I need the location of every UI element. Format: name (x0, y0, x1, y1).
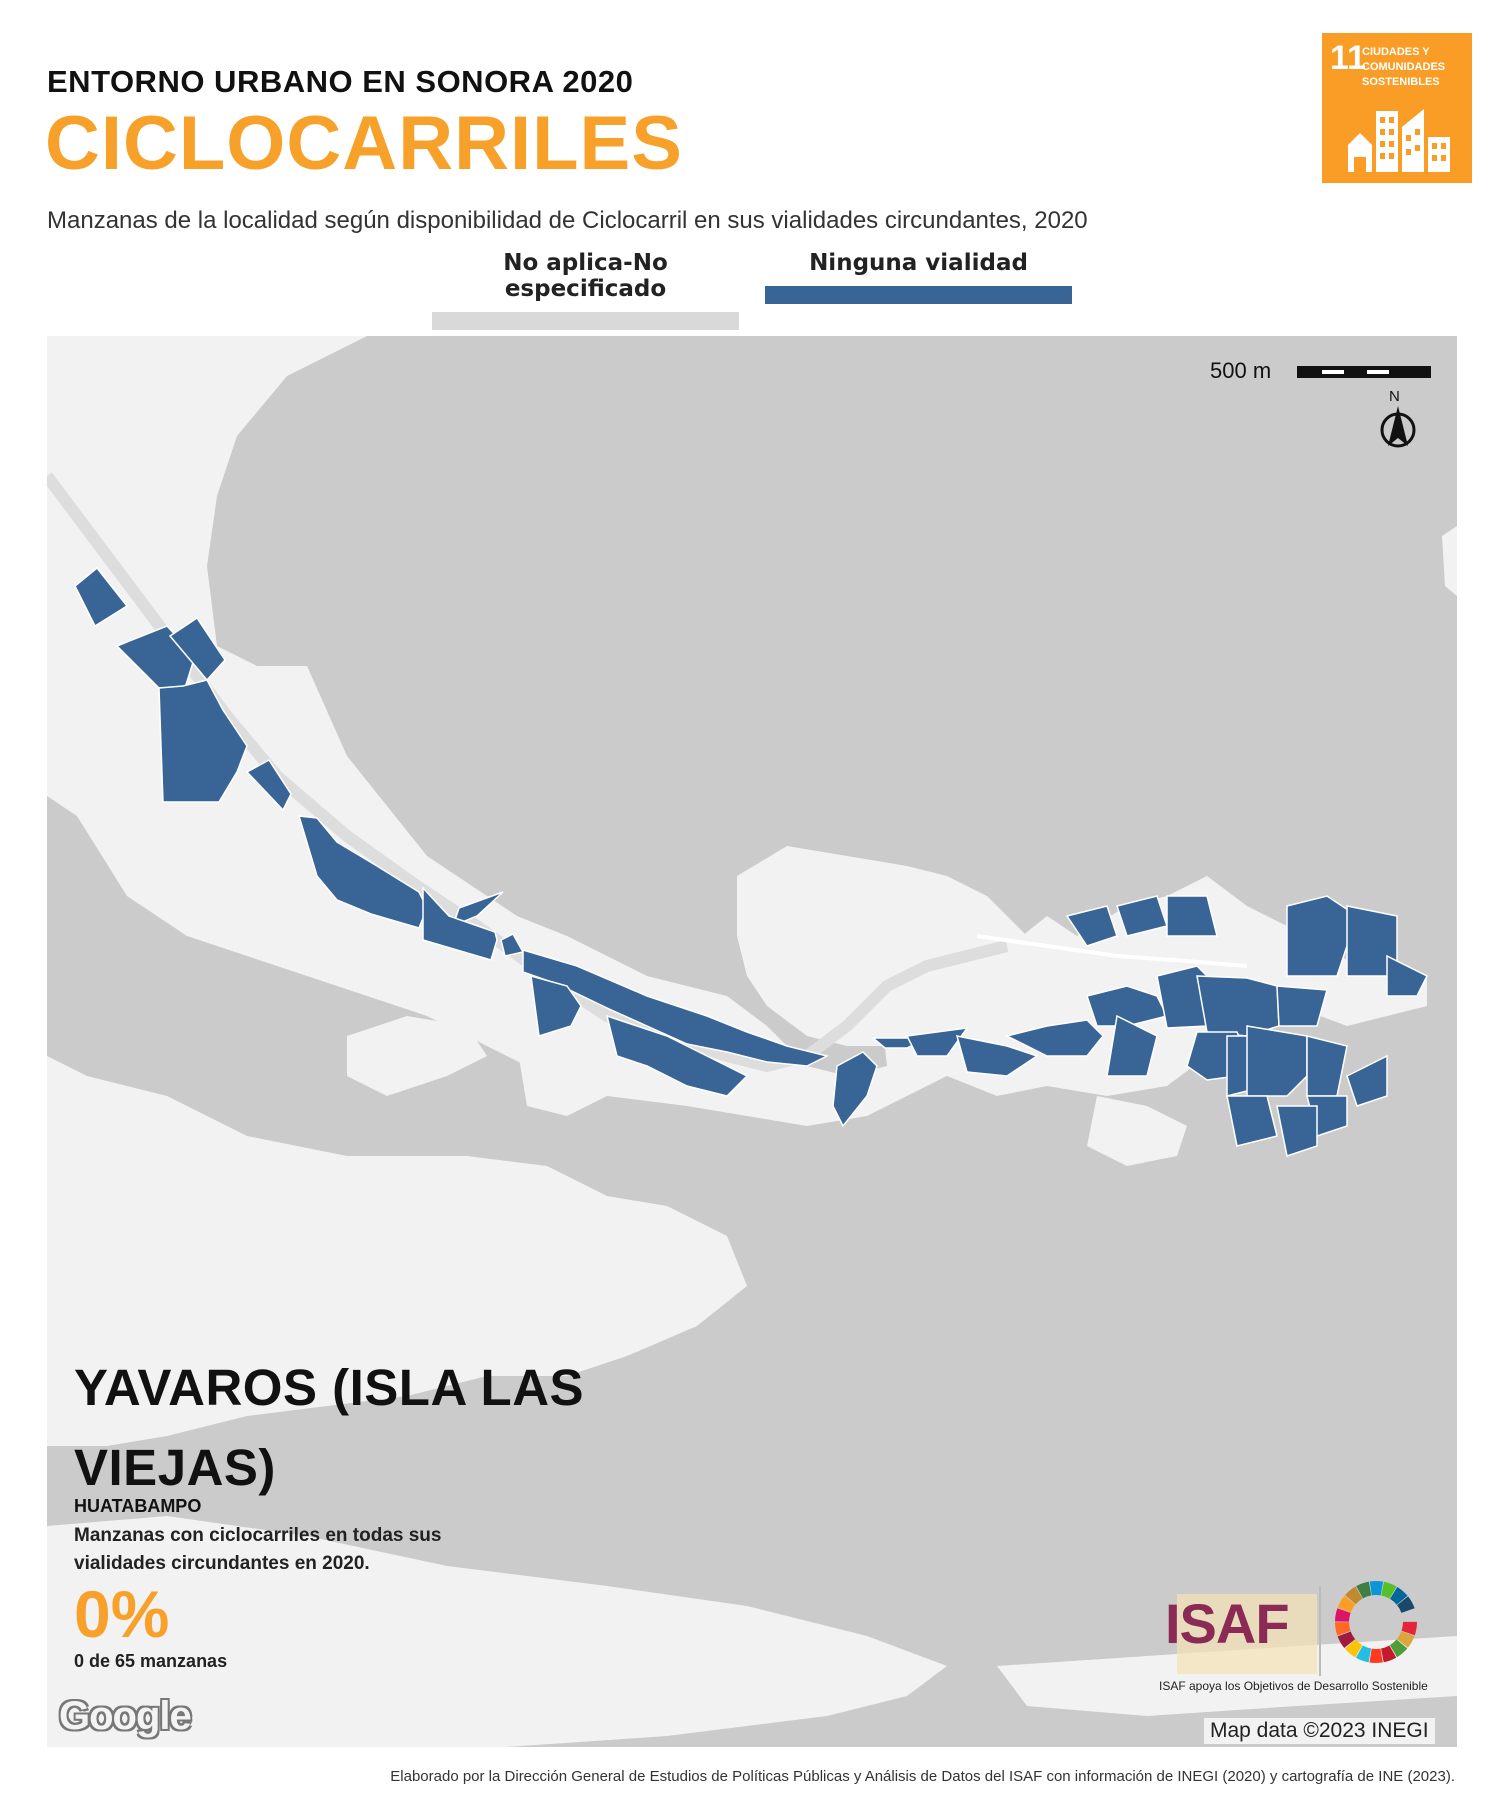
footer-credit: Elaborado por la Dirección General de Es… (390, 1768, 1455, 1785)
north-label: N (1389, 388, 1400, 405)
locality-name: YAVAROS (ISLA LAS VIEJAS) (74, 1359, 585, 1496)
sdg-wheel-icon (1335, 1581, 1417, 1663)
legend-label-ninguna: Ninguna vialidad (809, 250, 1028, 276)
indicator-value: 0% (74, 1577, 170, 1651)
sdg-number: 11 (1330, 39, 1366, 77)
legend-item-ninguna: Ninguna vialidad (765, 250, 1072, 304)
land-areas (47, 336, 1457, 1747)
logo-divider (1319, 1586, 1321, 1676)
municipality-name: HUATABAMPO (74, 1496, 202, 1516)
sonora-shape-icon (1177, 1594, 1317, 1674)
scale-label: 500 m (1210, 358, 1272, 383)
map-subtitle: Manzanas de la localidad según disponibi… (47, 207, 1088, 234)
indicator-description: Manzanas con ciclocarriles en todas sus … (74, 1525, 442, 1574)
google-logo: Google (59, 1694, 192, 1738)
sdg-label: CIUDADES Y COMUNIDADES SOSTENIBLES (1362, 46, 1446, 88)
city-buildings-icon (1348, 109, 1450, 172)
sdg-11-badge: 11 CIUDADES Y COMUNIDADES SOSTENIBLES (1322, 33, 1472, 183)
town-road (976, 934, 1248, 968)
isaf-tagline: ISAF apoya los Objetivos de Desarrollo S… (1159, 1679, 1428, 1693)
header-kicker: ENTORNO URBANO EN SONORA 2020 (47, 64, 634, 99)
map-attribution[interactable]: Map data ©2023 INEGI (1204, 1718, 1435, 1744)
map-basemap (47, 336, 1457, 1747)
urban-blocks (74, 566, 1429, 1157)
isaf-logo: ISAF (1165, 1592, 1290, 1655)
north-arrow-icon (1380, 406, 1416, 448)
page-title: CICLOCARRILES (45, 101, 683, 186)
legend-swatch-no-aplica (432, 312, 739, 330)
legend-item-no-aplica: No aplica-No especificado (432, 250, 739, 330)
indicator-count: 0 de 65 manzanas (74, 1651, 228, 1671)
legend-swatch-ninguna (765, 286, 1072, 304)
map-canvas[interactable]: 500 m N YAVAROS (ISLA LAS VIEJAS) HUATAB… (47, 336, 1457, 1747)
legend-label-no-aplica: No aplica-No especificado (503, 250, 668, 302)
scale-bar-icon (1297, 366, 1431, 378)
